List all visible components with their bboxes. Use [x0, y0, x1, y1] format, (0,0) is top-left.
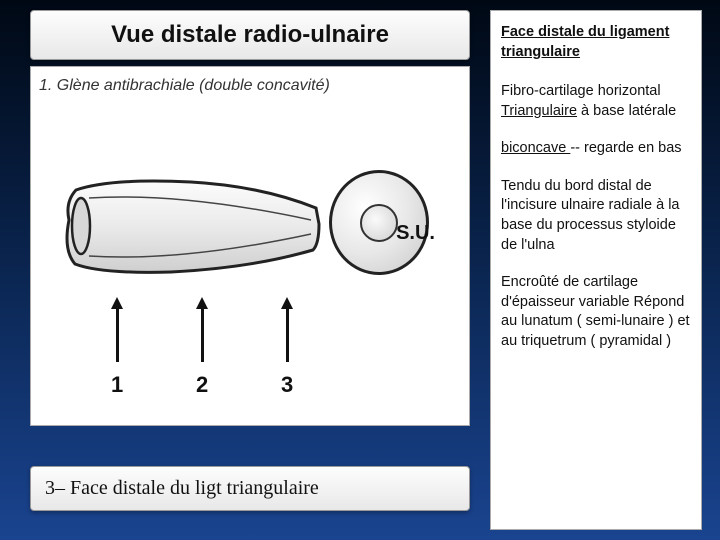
arrow-label-1: 1 [111, 372, 123, 398]
arrow-3-icon [286, 307, 289, 362]
slide-title: Vue distale radio-ulnaire [111, 21, 389, 48]
arrow-1-icon [116, 307, 119, 362]
diagram-area: 1. Glène antibrachiale (double concavité… [30, 66, 470, 426]
caption-text: 3– Face distale du ligt triangulaire [45, 477, 319, 499]
su-label: S.U. [396, 222, 435, 245]
p2-text-b: -- regarde en bas [570, 140, 681, 156]
right-paragraph-3: Tendu du bord distal de l'incisure ulnai… [501, 177, 691, 255]
arrow-2-icon [201, 307, 204, 362]
right-paragraph-4: Encroûté de cartilage d'épaisseur variab… [501, 273, 691, 351]
arrow-label-2: 2 [196, 372, 208, 398]
p1-text-a: Fibro-cartilage horizontal [501, 83, 661, 99]
radius-glenoid-shape [61, 172, 321, 282]
title-box: Vue distale radio-ulnaire [30, 10, 470, 60]
right-text-panel: Face distale du ligament triangulaire Fi… [490, 10, 702, 530]
diagram-subtitle: 1. Glène antibrachiale (double concavité… [39, 77, 330, 95]
left-panel: Vue distale radio-ulnaire 1. Glène antib… [30, 10, 470, 511]
p2-text-a: biconcave [501, 140, 570, 156]
anatomy-shape [61, 152, 441, 292]
right-heading: Face distale du ligament triangulaire [501, 23, 691, 62]
p1-text-b: Triangulaire [501, 103, 577, 119]
arrow-label-3: 3 [281, 372, 293, 398]
caption-box: 3– Face distale du ligt triangulaire [30, 466, 470, 511]
p1-text-c: à base latérale [577, 103, 676, 119]
right-paragraph-2: biconcave -- regarde en bas [501, 139, 691, 159]
right-paragraph-1: Fibro-cartilage horizontal Triangulaire … [501, 82, 691, 121]
styloid-circle [360, 204, 398, 242]
